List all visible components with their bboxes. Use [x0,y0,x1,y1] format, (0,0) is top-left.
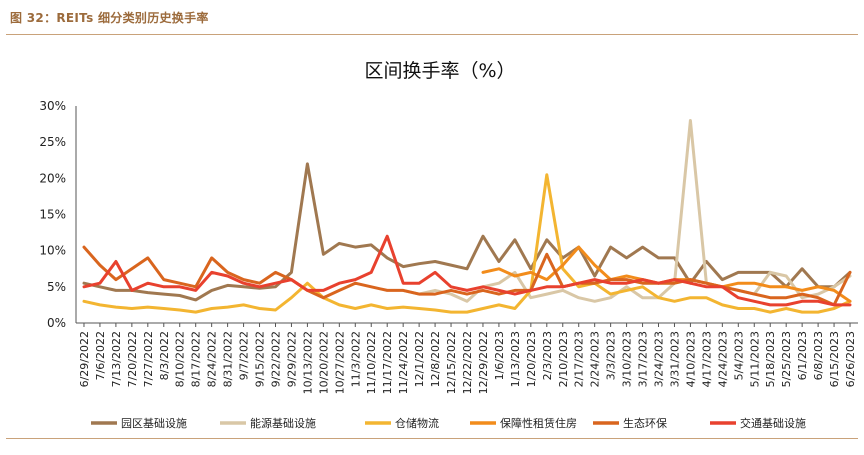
chart-title: 区间换手率（%） [364,60,515,82]
x-tick-label: 8/17/2022 [190,331,203,387]
x-tick-label: 3/17/2023 [637,331,650,387]
y-tick-label: 0% [47,316,66,330]
x-axis: 6/29/2022 7/6/2022 7/13/2022 7/20/2022 7/27/… [76,322,858,394]
legend: 园区基础设施 能源基础设施 仓储物流 保障性租赁住房 生态环保 交通基础设施 [91,416,806,430]
figure-label: 图 32：REITs 细分类别历史换手率 [10,11,209,25]
y-tick-label: 20% [39,171,66,185]
x-tick-label: 12/15/2022 [445,331,458,394]
x-tick-label: 6/29/2022 [78,331,91,387]
x-tick-label: 4/17/2023 [700,331,713,387]
x-tick-label: 9/29/2022 [285,331,298,387]
legend-label: 生态环保 [623,416,667,430]
legend-label: 园区基础设施 [121,417,187,430]
x-tick-label: 4/10/2023 [684,331,697,387]
x-tick-label: 6/26/2023 [844,331,857,387]
x-tick-label: 3/10/2023 [621,331,634,387]
x-tick-label: 11/24/2022 [397,331,410,394]
x-tick-label: 9/15/2022 [254,331,267,387]
series-lines [82,119,852,314]
x-tick-label: 2/3/2023 [541,331,554,380]
x-tick-label: 12/8/2022 [429,331,442,387]
x-tick-label: 5/18/2023 [764,331,777,387]
y-tick-label: 10% [39,244,66,258]
x-tick-label: 10/27/2022 [333,331,346,394]
y-axis: 0% 5% 10% 15% 20% 25% 30% [39,99,77,330]
bottom-divider [6,438,858,439]
x-tick-label: 10/13/2022 [301,331,314,394]
x-tick-label: 7/27/2022 [142,331,155,387]
x-tick-label: 4/24/2023 [716,331,729,387]
x-tick-label: 11/17/2022 [381,331,394,394]
x-tick-label: 5/11/2023 [748,331,761,387]
x-tick-label: 6/1/2023 [796,331,809,380]
series-line [82,234,852,307]
series-line [82,173,852,314]
x-tick-label: 2/10/2023 [557,331,570,387]
x-tick-label: 12/1/2022 [413,331,426,387]
x-tick-label: 11/10/2022 [365,331,378,394]
legend-label: 保障性租赁住房 [500,416,577,430]
x-tick-label: 1/6/2023 [493,331,506,380]
y-tick-label: 30% [39,99,66,113]
x-tick-label: 6/8/2023 [812,331,825,380]
x-tick-label: 6/15/2023 [828,331,841,387]
legend-label: 交通基础设施 [740,416,806,430]
x-tick-label: 1/13/2023 [509,331,522,387]
x-tick-label: 8/10/2022 [174,331,187,387]
x-tick-label: 11/3/2022 [349,331,362,387]
legend-label: 能源基础设施 [250,416,316,430]
x-tick-label: 12/22/2022 [461,331,474,394]
series-line [82,162,852,302]
x-tick-label: 9/7/2022 [238,331,251,380]
x-tick-label: 5/25/2023 [780,331,793,387]
legend-label: 仓储物流 [395,416,439,430]
x-tick-label: 8/3/2022 [158,331,171,380]
x-tick-label: 2/17/2023 [573,331,586,387]
x-tick-label: 7/6/2022 [94,331,107,380]
x-tick-label: 3/3/2023 [605,331,618,380]
x-tick-label: 7/13/2022 [110,331,123,387]
x-tick-label: 5/4/2023 [732,331,745,380]
x-tick-label: 2/24/2023 [589,331,602,387]
x-tick-label: 8/31/2022 [222,331,235,387]
top-divider [6,34,858,35]
x-tick-label: 10/20/2022 [317,331,330,394]
y-tick-label: 15% [39,208,66,222]
x-tick-label: 8/24/2022 [206,331,219,387]
y-tick-label: 25% [39,135,66,149]
x-tick-label: 3/24/2023 [653,331,666,387]
x-tick-label: 1/20/2023 [525,331,538,387]
x-tick-label: 3/31/2023 [668,331,681,387]
x-tick-label: 9/22/2022 [269,331,282,387]
series-line [401,119,852,303]
x-tick-label: 12/29/2022 [477,331,490,394]
y-tick-label: 5% [47,280,66,294]
x-tick-label: 7/20/2022 [126,331,139,387]
